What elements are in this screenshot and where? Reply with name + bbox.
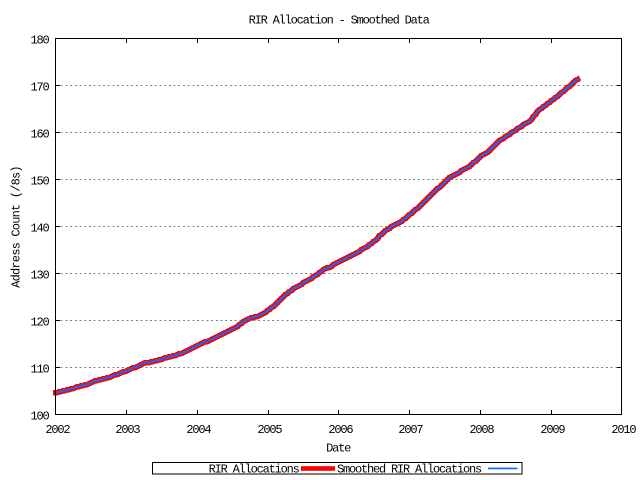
svg-text:110: 110	[30, 363, 49, 377]
svg-text:Smoothed RIR Allocations: Smoothed RIR Allocations	[337, 462, 482, 476]
svg-text:RIR Allocations: RIR Allocations	[209, 462, 300, 476]
svg-text:150: 150	[30, 175, 49, 189]
svg-text:180: 180	[30, 34, 49, 48]
svg-text:Address Count (/8s): Address Count (/8s)	[10, 166, 24, 288]
svg-text:RIR Allocation - Smoothed Data: RIR Allocation - Smoothed Data	[249, 14, 430, 28]
svg-text:170: 170	[30, 81, 49, 95]
svg-text:2007: 2007	[398, 423, 423, 437]
svg-text:2006: 2006	[328, 423, 353, 437]
svg-text:2004: 2004	[186, 423, 211, 437]
svg-text:100: 100	[30, 410, 49, 424]
svg-text:140: 140	[30, 222, 49, 236]
svg-text:2009: 2009	[540, 423, 565, 437]
svg-text:Date: Date	[326, 442, 351, 456]
svg-text:120: 120	[30, 316, 49, 330]
svg-text:2005: 2005	[257, 423, 282, 437]
svg-text:2010: 2010	[611, 423, 636, 437]
svg-text:2008: 2008	[469, 423, 494, 437]
svg-text:2003: 2003	[115, 423, 140, 437]
svg-text:160: 160	[30, 128, 49, 142]
svg-text:2002: 2002	[45, 423, 70, 437]
svg-text:130: 130	[30, 269, 49, 283]
